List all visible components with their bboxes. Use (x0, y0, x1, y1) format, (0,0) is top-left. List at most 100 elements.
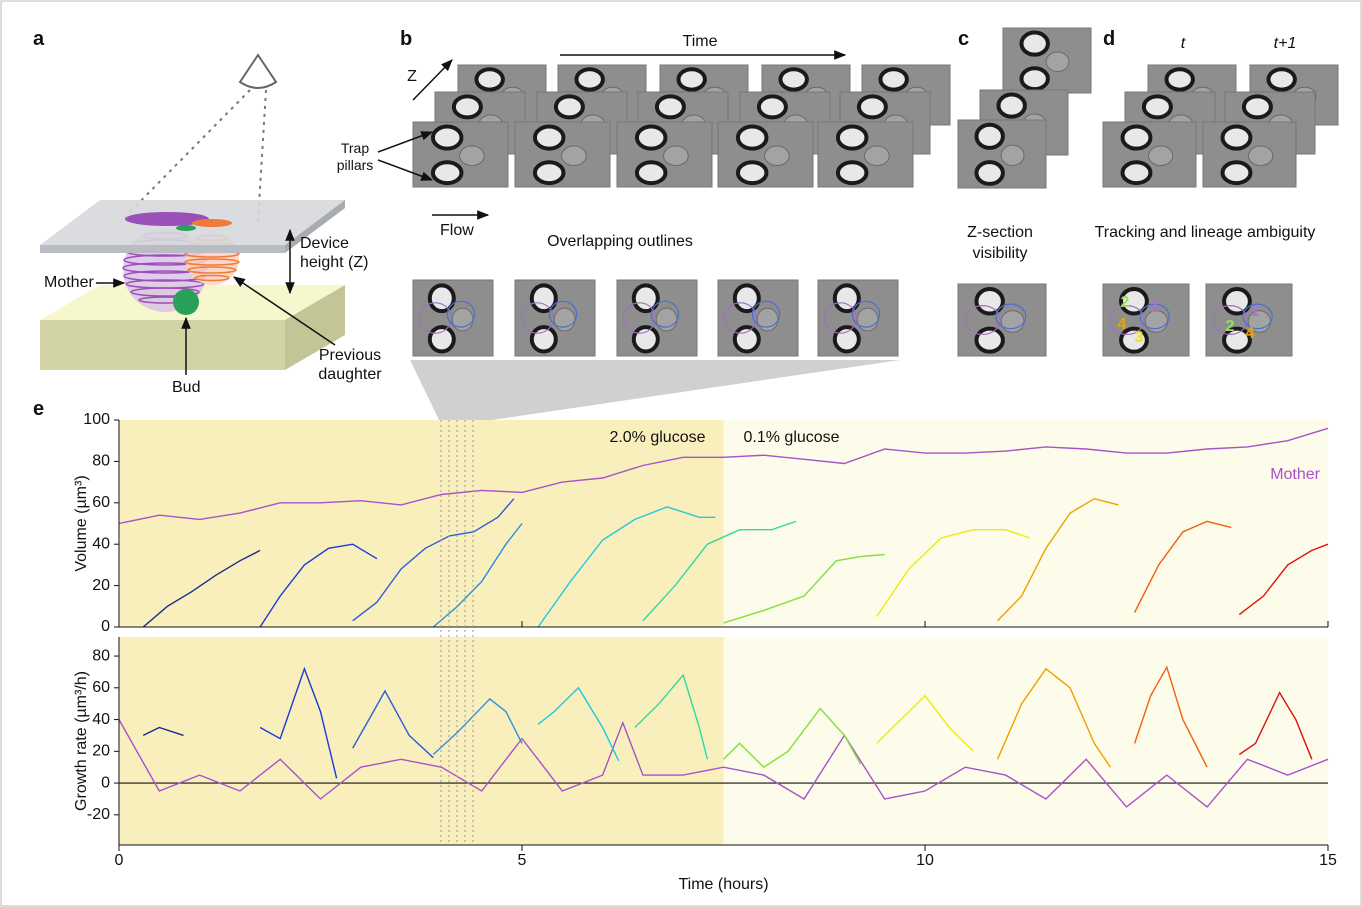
micrograph (1203, 122, 1296, 187)
pillar (576, 69, 602, 89)
cell (1249, 146, 1273, 166)
panel-label: d (1103, 30, 1115, 49)
pillar (1224, 289, 1250, 313)
x-tick-label: 0 (115, 852, 124, 869)
cell (460, 146, 485, 166)
y-tick-label: 60 (92, 494, 110, 511)
pillar (657, 96, 684, 117)
pillar (759, 96, 786, 117)
pillar (556, 96, 583, 117)
cell (1001, 145, 1024, 165)
micrograph (413, 122, 508, 187)
condition-region (724, 637, 1329, 845)
pillar (976, 329, 1002, 352)
y-tick-label: 40 (92, 535, 110, 552)
cell (562, 146, 587, 166)
time-t-next: t+1 (1274, 35, 1297, 52)
pillar (637, 162, 666, 183)
pillar (735, 327, 759, 351)
micrograph (515, 122, 610, 187)
z-section-caption: Z-section visibility (950, 222, 1050, 264)
micrograph (958, 284, 1046, 356)
pillar (1166, 69, 1192, 89)
panel-label: e (33, 400, 44, 419)
pillar (532, 327, 556, 351)
micrograph (818, 122, 913, 187)
y-axis-label: Growth rate (µm³/h) (73, 671, 90, 811)
micrograph (718, 122, 813, 187)
y-tick-label: -20 (87, 806, 110, 823)
pillar (976, 125, 1002, 148)
pillar (780, 69, 806, 89)
pillar (433, 162, 462, 183)
y-tick-label: 20 (92, 743, 110, 760)
micrograph-tiles: 2143124 (413, 28, 1338, 356)
cell (1149, 146, 1173, 166)
bud-label: Bud (172, 378, 200, 397)
pillar (634, 327, 658, 351)
pillar (835, 327, 859, 351)
pillar (738, 162, 767, 183)
y-tick-label: 80 (92, 453, 110, 470)
condition-region (119, 637, 724, 845)
panel-label: c (958, 30, 969, 49)
y-tick-label: 0 (101, 618, 110, 635)
time-t: t (1181, 35, 1186, 52)
condition-label: 0.1% glucose (744, 429, 840, 446)
panel-label: b (400, 30, 412, 49)
x-tick-label: 10 (916, 852, 934, 869)
y-tick-label: 80 (92, 647, 110, 664)
y-tick-label: 20 (92, 577, 110, 594)
micrograph (1103, 284, 1189, 356)
panel-a-drawing (40, 55, 345, 375)
y-tick-label: 60 (92, 679, 110, 696)
pillar (1021, 68, 1047, 89)
pillar (838, 162, 867, 183)
pillar (1123, 127, 1151, 149)
previous-daughter-label: Previous daughter (300, 346, 400, 384)
pillar (880, 69, 906, 89)
micrograph (413, 280, 493, 356)
cell (1046, 52, 1069, 72)
pillar (838, 127, 867, 149)
pillar (433, 127, 462, 149)
pillar (1123, 162, 1151, 183)
pillar (678, 69, 704, 89)
pillar (535, 162, 564, 183)
cell-id: 4 (1246, 325, 1255, 342)
pillar (476, 69, 502, 89)
condition-region (724, 420, 1329, 627)
trap-pillars-label: Trap pillars (330, 140, 380, 174)
micrograph (958, 120, 1046, 188)
cell-id: 1 (1251, 303, 1260, 320)
cell (765, 146, 790, 166)
micrograph (718, 280, 798, 356)
cell-id: 3 (1135, 329, 1144, 346)
tracking-caption: Tracking and lineage ambiguity (1090, 222, 1320, 243)
mother-label: Mother (44, 273, 94, 292)
micrograph (617, 122, 712, 187)
series-label: Mother (1270, 466, 1320, 483)
panel-label: a (33, 30, 44, 49)
pillar (976, 289, 1002, 313)
flow-label: Flow (440, 222, 474, 239)
cell (664, 146, 689, 166)
y-axis-label: Volume (µm³) (73, 475, 90, 571)
pillar (1268, 69, 1294, 89)
condition-label: 2.0% glucose (609, 429, 705, 446)
pillar (454, 96, 481, 117)
pillar (998, 95, 1024, 117)
micrograph (515, 280, 595, 356)
zoom-wedge (410, 360, 900, 422)
x-tick-label: 15 (1319, 852, 1337, 869)
cell-id: 2 (1226, 318, 1235, 335)
pillar (1021, 33, 1047, 55)
cell-id: 2 (1121, 294, 1130, 311)
time-label: Time (683, 33, 718, 50)
outlines-caption: Overlapping outlines (500, 232, 740, 251)
micrograph (818, 280, 898, 356)
pillar (1144, 96, 1171, 117)
figure: 2143124 2.0% glucose0.1% glucose02040608… (0, 0, 1362, 907)
device-height-label: Device height (Z) (300, 234, 380, 272)
